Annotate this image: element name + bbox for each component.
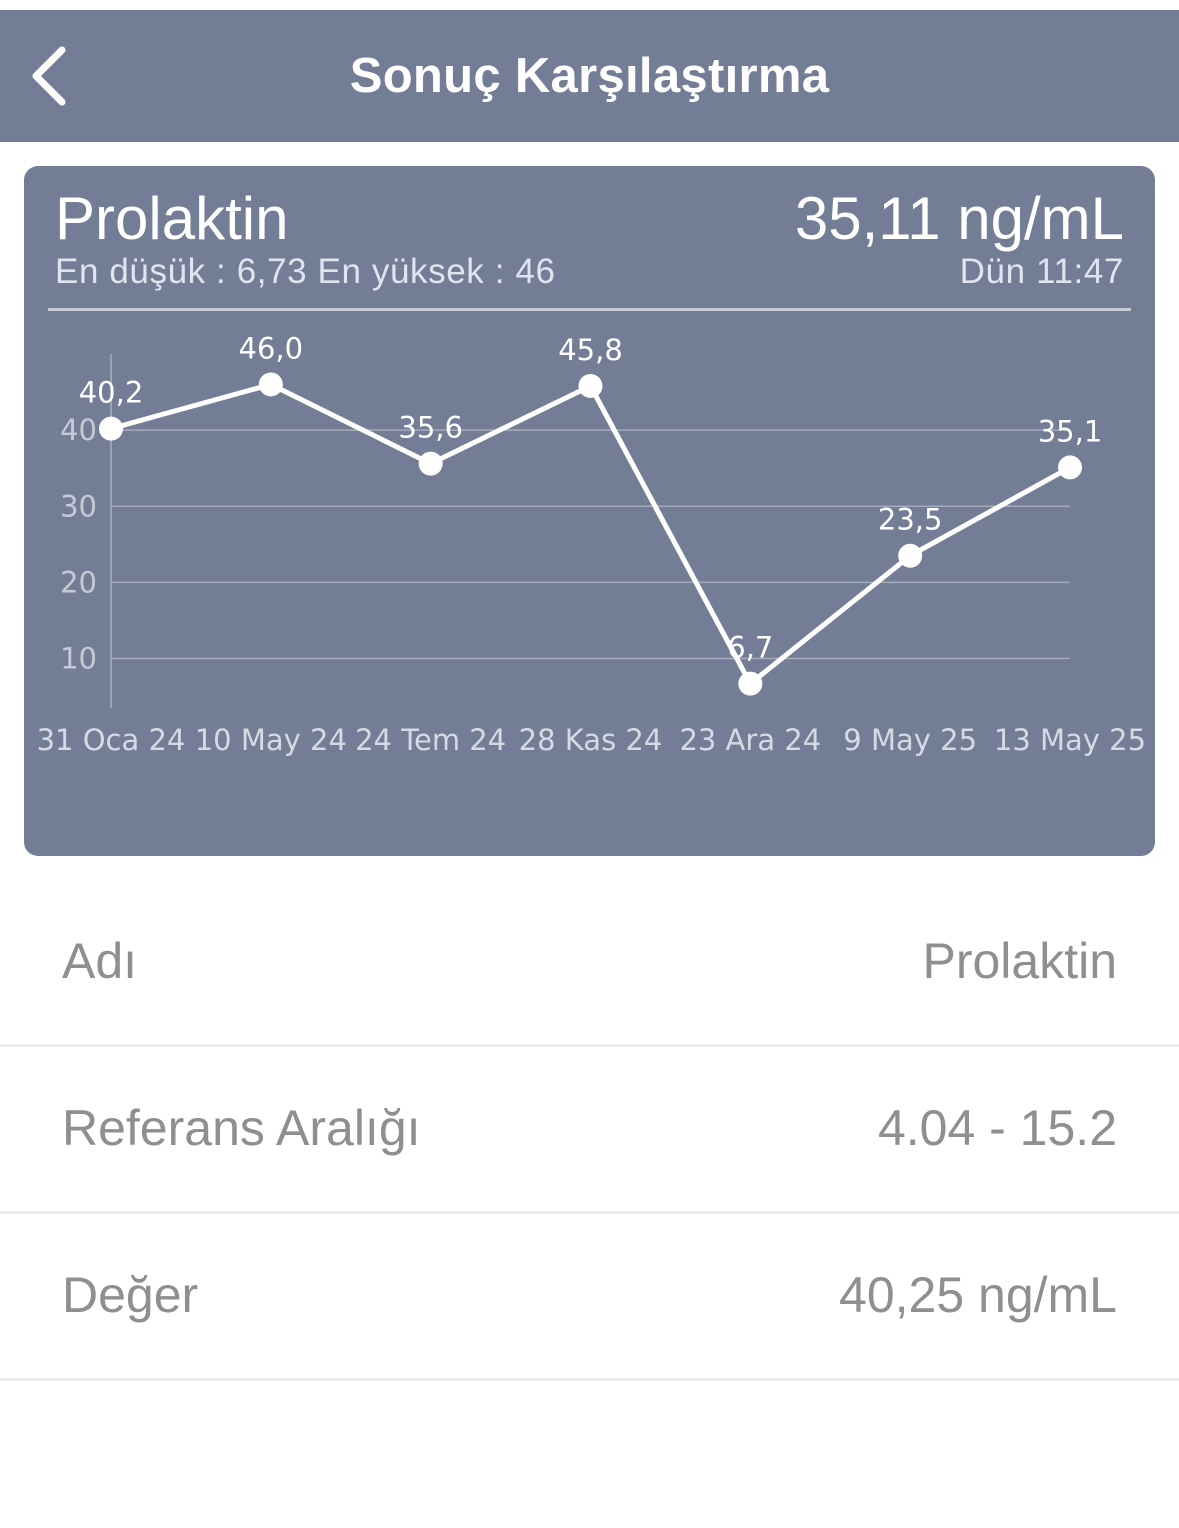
data-point bbox=[99, 416, 123, 441]
data-point bbox=[898, 543, 923, 568]
latest-value: 35,11 ng/mL bbox=[794, 185, 1124, 252]
data-label: 6,7 bbox=[727, 631, 773, 665]
data-label: 35,6 bbox=[398, 411, 463, 445]
detail-label: Adı bbox=[62, 933, 138, 989]
detail-value: Prolaktin bbox=[922, 933, 1117, 989]
data-point bbox=[418, 451, 443, 476]
x-tick-label: 31 Oca 24 bbox=[37, 723, 186, 757]
detail-value: 4.04 - 15.2 bbox=[877, 1100, 1117, 1156]
x-tick-label: 24 Tem 24 bbox=[355, 723, 506, 757]
data-point bbox=[578, 373, 603, 398]
data-point bbox=[738, 671, 763, 696]
detail-row-value: Değer 40,25 ng/mL bbox=[0, 1214, 1179, 1381]
detail-row-reference: Referans Aralığı 4.04 - 15.2 bbox=[0, 1047, 1179, 1214]
y-tick-label: 20 bbox=[60, 565, 97, 599]
min-max-range: En düşük : 6,73 En yüksek : 46 bbox=[55, 252, 556, 291]
data-label: 46,0 bbox=[239, 331, 304, 365]
data-label: 23,5 bbox=[878, 503, 943, 537]
back-button[interactable] bbox=[20, 40, 80, 112]
nav-bar: Sonuç Karşılaştırma bbox=[0, 10, 1179, 142]
x-tick-label: 28 Kas 24 bbox=[519, 723, 663, 757]
x-tick-label: 23 Ara 24 bbox=[679, 723, 821, 757]
card-divider bbox=[48, 308, 1131, 311]
test-name: Prolaktin bbox=[55, 185, 289, 252]
line-chart: 10 20 30 40 31 Oca 24 10 May 24 24 Tem 24 28 Ka… bbox=[37, 331, 1146, 757]
page-title: Sonuç Karşılaştırma bbox=[349, 49, 830, 103]
y-tick-label: 10 bbox=[60, 642, 97, 676]
data-label: 40,2 bbox=[79, 376, 144, 410]
y-tick-label: 40 bbox=[60, 413, 97, 447]
data-label: 45,8 bbox=[558, 333, 623, 367]
detail-row-name: Adı Prolaktin bbox=[0, 880, 1179, 1047]
x-tick-label: 10 May 24 bbox=[195, 723, 347, 757]
result-time: Dün 11:47 bbox=[959, 252, 1124, 291]
y-tick-label: 30 bbox=[60, 489, 97, 523]
detail-label: Referans Aralığı bbox=[62, 1100, 421, 1156]
chevron-left-icon bbox=[32, 46, 66, 106]
data-point bbox=[258, 372, 283, 397]
data-point bbox=[1058, 455, 1082, 480]
detail-label: Değer bbox=[62, 1267, 199, 1323]
result-chart-card: Prolaktin 35,11 ng/mL En düşük : 6,73 En… bbox=[24, 166, 1155, 856]
x-tick-label: 13 May 25 bbox=[994, 723, 1146, 757]
detail-value: 40,25 ng/mL bbox=[839, 1267, 1117, 1323]
details-list: Adı Prolaktin Referans Aralığı 4.04 - 15… bbox=[0, 880, 1179, 1381]
x-tick-label: 9 May 25 bbox=[843, 723, 977, 757]
data-label: 35,1 bbox=[1038, 414, 1103, 448]
